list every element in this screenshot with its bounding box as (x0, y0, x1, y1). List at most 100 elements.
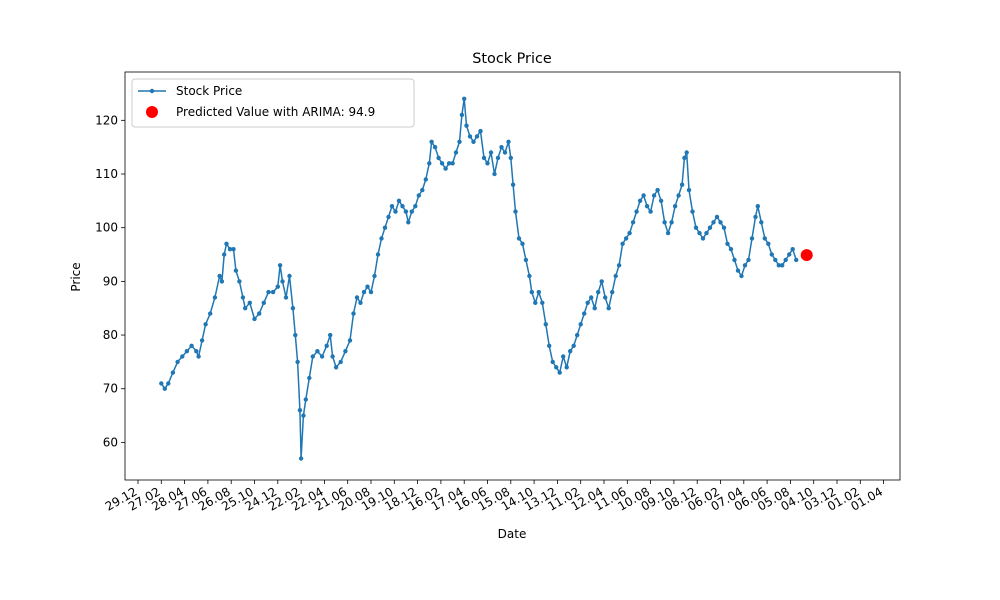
data-point (474, 134, 480, 139)
data-point (686, 187, 692, 193)
data-point (508, 155, 513, 161)
data-point (319, 354, 325, 359)
data-point (413, 204, 418, 209)
data-point (728, 247, 734, 252)
data-point (735, 268, 741, 273)
data-point (578, 322, 583, 327)
data-point (561, 354, 566, 359)
prediction-layer (800, 249, 813, 262)
data-point (439, 161, 445, 166)
y-axis-label: Price (69, 262, 83, 291)
data-point (219, 279, 225, 284)
data-point (679, 182, 685, 187)
data-point (655, 187, 660, 193)
data-point (375, 252, 381, 257)
data-point (557, 370, 562, 375)
data-point (247, 300, 252, 305)
data-point (224, 241, 229, 246)
data-point (582, 311, 587, 316)
data-point (718, 220, 723, 225)
y-tick-label: 60 (103, 435, 118, 449)
data-point (641, 193, 646, 198)
data-point (742, 263, 748, 268)
data-point (240, 295, 246, 300)
data-point (166, 381, 171, 386)
data-point (194, 349, 199, 354)
data-point (766, 241, 771, 246)
data-point (568, 349, 573, 354)
data-point (290, 306, 296, 311)
data-point (372, 273, 377, 279)
data-point (330, 354, 335, 359)
data-point (704, 230, 709, 236)
data-point (303, 397, 308, 402)
data-point (368, 289, 374, 295)
data-point (776, 263, 781, 268)
data-point (406, 220, 411, 225)
data-point (457, 139, 462, 144)
data-point (481, 155, 487, 161)
data-point (307, 375, 312, 381)
y-tick-label: 70 (103, 382, 118, 396)
data-point (523, 257, 529, 263)
data-point (365, 284, 370, 289)
data-point (324, 343, 329, 348)
data-point (665, 230, 671, 236)
data-point (693, 225, 699, 230)
data-point (343, 349, 348, 354)
data-point (283, 295, 289, 300)
data-point (783, 257, 788, 263)
data-point (658, 198, 664, 203)
legend-entry-stock-price: Stock Price (176, 84, 242, 98)
prediction-point (800, 249, 813, 262)
data-point (295, 359, 300, 365)
data-point (714, 214, 720, 220)
data-point (773, 257, 778, 263)
data-point (634, 209, 639, 214)
data-point (536, 289, 541, 295)
data-point (543, 322, 548, 327)
data-point (252, 316, 257, 322)
data-point (184, 349, 190, 354)
data-point (266, 289, 271, 295)
data-point (199, 338, 205, 343)
data-point (564, 365, 569, 370)
data-point (462, 96, 467, 102)
data-point (275, 284, 280, 289)
data-point (315, 349, 320, 354)
data-point (589, 295, 594, 300)
plot-area (124, 71, 901, 481)
data-point (217, 273, 222, 279)
legend-entry-prediction: Predicted Value with ARIMA: 94.9 (176, 105, 375, 119)
data-point (333, 365, 339, 370)
data-point (540, 300, 545, 305)
data-point (301, 413, 306, 418)
data-point (203, 322, 208, 327)
data-point (669, 220, 674, 225)
series-layer (159, 96, 799, 461)
data-point (351, 311, 356, 316)
data-point (396, 198, 402, 203)
data-point (780, 263, 785, 268)
data-point (162, 386, 167, 391)
data-point (243, 306, 248, 311)
data-point (257, 311, 262, 316)
data-point (453, 150, 459, 155)
data-point (662, 220, 667, 225)
data-point (420, 187, 425, 193)
data-point (769, 252, 774, 257)
data-point (478, 128, 483, 134)
data-point (790, 247, 795, 252)
data-point (627, 230, 632, 236)
data-point (261, 300, 266, 305)
data-point (599, 279, 604, 284)
legend-prediction-swatch (146, 106, 158, 118)
data-point (231, 247, 236, 252)
legend-frame (131, 78, 415, 128)
data-point (423, 177, 428, 182)
data-point (347, 338, 353, 343)
data-point (400, 204, 405, 209)
data-point (386, 214, 391, 220)
data-point (513, 209, 518, 214)
y-tick-label: 90 (103, 274, 118, 288)
